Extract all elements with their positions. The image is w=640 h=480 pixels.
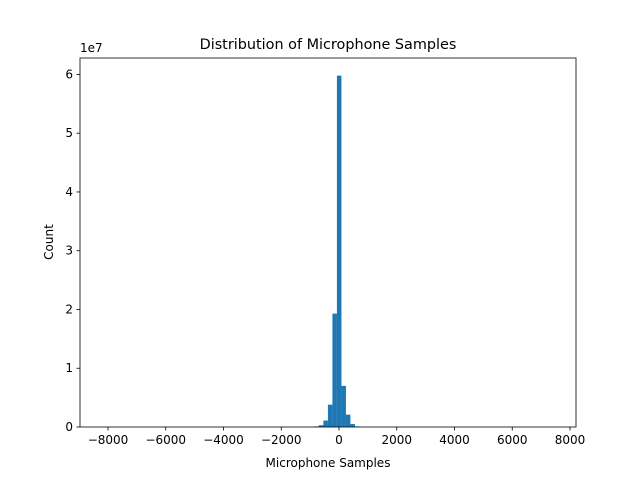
bar: [323, 420, 328, 427]
bar: [332, 313, 337, 427]
y-tick-label: 2: [65, 302, 73, 316]
y-tick-label: 0: [65, 420, 73, 434]
y-axis-label: Count: [42, 224, 56, 260]
x-tick-label: 6000: [497, 433, 528, 447]
y-tick-label: 3: [65, 244, 73, 258]
x-axis-label: Microphone Samples: [266, 456, 391, 470]
bar: [327, 404, 333, 427]
x-tick-label: −8000: [88, 433, 129, 447]
bar: [350, 424, 355, 427]
y-tick-label: 1: [65, 361, 73, 375]
x-tick-label: 4000: [439, 433, 470, 447]
x-tick-label: 2000: [381, 433, 412, 447]
y-tick-label: 4: [65, 185, 73, 199]
x-tick-label: −4000: [203, 433, 244, 447]
x-tick-label: −2000: [261, 433, 302, 447]
bar: [345, 414, 351, 427]
y-offset-label: 1e7: [80, 41, 103, 55]
x-tick-label: 8000: [555, 433, 586, 447]
chart-title: Distribution of Microphone Samples: [200, 37, 457, 53]
bar: [318, 425, 324, 427]
y-tick-label: 6: [65, 67, 73, 81]
plot-frame: [79, 57, 577, 428]
bar: [336, 75, 342, 428]
y-tick-label: 5: [65, 126, 73, 140]
x-tick-label: 0: [335, 433, 343, 447]
bar: [341, 385, 346, 427]
x-tick-label: −6000: [145, 433, 186, 447]
